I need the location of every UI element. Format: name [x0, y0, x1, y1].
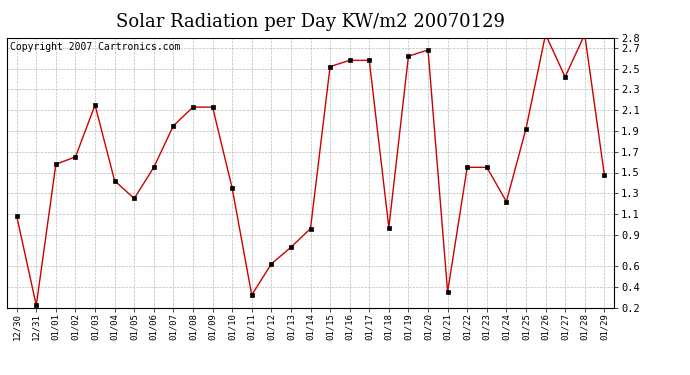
Text: Solar Radiation per Day KW/m2 20070129: Solar Radiation per Day KW/m2 20070129: [116, 13, 505, 31]
Text: Copyright 2007 Cartronics.com: Copyright 2007 Cartronics.com: [10, 42, 180, 51]
